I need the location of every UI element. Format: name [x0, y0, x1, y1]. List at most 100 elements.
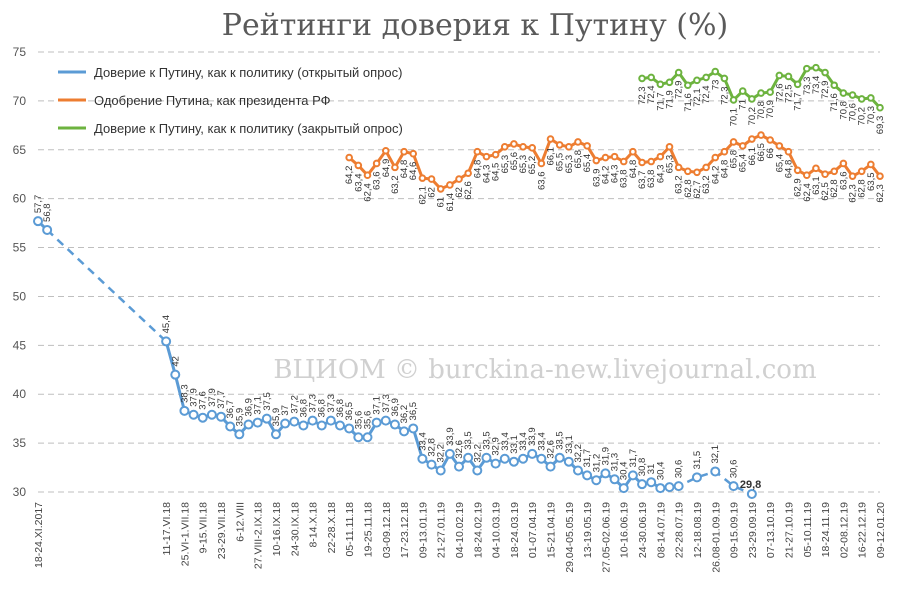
data-label: 64,2 [344, 166, 355, 185]
data-point [490, 458, 501, 469]
data-point [473, 147, 482, 156]
data-label: 62,9 [793, 178, 804, 197]
data-point [710, 466, 721, 477]
data-point [33, 216, 43, 227]
data-label: 72,6 [774, 83, 785, 102]
data-point [693, 76, 701, 85]
data-point [802, 64, 811, 73]
data-point [830, 167, 839, 176]
data-label: 64,8 [472, 160, 483, 179]
data-point [591, 475, 602, 486]
data-label: 42 [170, 356, 181, 367]
data-label: 36,7 [225, 400, 236, 419]
data-point [372, 159, 381, 168]
x-tick-label: 10-16.IX.18 [271, 502, 283, 556]
data-label: 63,5 [866, 172, 877, 191]
data-label: 33,4 [417, 432, 428, 451]
x-tick-label: 18-24.02.19 [472, 502, 484, 558]
data-label: 63,9 [591, 169, 602, 188]
data-label: 32,2 [436, 444, 447, 463]
data-point [684, 167, 692, 176]
data-label: 38,3 [179, 384, 190, 403]
data-label: 32,2 [573, 444, 584, 463]
data-label: 63,6 [536, 171, 547, 190]
data-point [536, 453, 547, 464]
data-point [446, 181, 454, 189]
data-point [821, 68, 829, 77]
series-1: 64,263,462,463,664,963,264,864,662,16261… [344, 131, 886, 211]
data-label: 36,9 [244, 398, 255, 417]
data-label: 32,9 [491, 437, 502, 456]
data-label: 33,4 [518, 432, 529, 451]
data-label: 62,8 [683, 179, 694, 198]
data-label: 69,3 [875, 116, 886, 135]
data-point [583, 142, 591, 150]
data-label: 32,8 [427, 438, 438, 457]
x-tick-label: 19-25.11.18 [362, 502, 374, 557]
data-label: 37,3 [308, 394, 319, 413]
x-tick-label: 01-07.04.19 [527, 502, 539, 558]
data-label: 33,4 [500, 432, 511, 451]
data-point [665, 78, 674, 87]
data-label: 36,8 [335, 399, 346, 418]
y-tick-label: 50 [13, 289, 27, 303]
data-point [655, 483, 666, 494]
data-label: 62,5 [820, 182, 831, 201]
data-label: 35,9 [234, 408, 245, 427]
data-point [876, 172, 884, 180]
data-point [206, 409, 217, 420]
data-label: 32,6 [454, 440, 465, 459]
x-tick-label: 18-24.XI.2017 [33, 502, 45, 568]
data-point [345, 153, 353, 162]
x-tick-label: 08-14.07.19 [655, 502, 667, 558]
data-label: 37,9 [189, 388, 200, 407]
data-point [784, 147, 793, 156]
data-label: 30,8 [637, 458, 648, 477]
data-label: 37,1 [253, 396, 264, 415]
data-point [647, 157, 655, 166]
data-label: 72,4 [701, 85, 712, 104]
data-point [519, 143, 527, 151]
x-tick-label: 6-12.VIII [234, 502, 246, 542]
data-point [728, 481, 739, 492]
x-tick-label: 23-29.VII.18 [216, 502, 228, 559]
data-label: 64,8 [783, 160, 794, 179]
data-point [565, 143, 573, 151]
data-point [674, 163, 683, 172]
data-point [746, 488, 757, 499]
data-point [499, 453, 510, 464]
data-label: 71,6 [829, 93, 840, 112]
data-point [435, 465, 446, 476]
data-label: 62,4 [362, 183, 373, 202]
data-point [545, 461, 556, 472]
legend-item-1: Одобрение Путина, как президента РФ [58, 93, 331, 108]
data-point [848, 91, 857, 99]
data-point [618, 483, 629, 494]
x-tick-label: 27.05-02.06.19 [600, 502, 612, 573]
data-point [839, 89, 848, 97]
y-tick-label: 35 [13, 436, 27, 450]
data-label: 64,3 [481, 165, 492, 184]
data-point [482, 152, 491, 161]
data-point [766, 136, 774, 144]
data-point [42, 224, 53, 235]
data-label: 30,6 [729, 460, 740, 479]
data-label: 65,5 [555, 153, 566, 172]
data-label: 70,8 [756, 101, 767, 120]
data-point [216, 411, 227, 422]
data-label: 63,2 [701, 175, 712, 194]
data-point [528, 144, 537, 152]
data-point [821, 170, 829, 179]
data-label: 37,6 [198, 391, 209, 410]
data-label: 65,6 [509, 152, 520, 171]
data-label: 33,9 [445, 427, 456, 446]
legend-label: Доверие к Путину, как к политику (открыт… [94, 65, 402, 80]
data-label: 36,2 [399, 405, 410, 424]
data-label: 29,8 [740, 479, 761, 491]
data-label: 64,5 [491, 163, 502, 182]
x-tick-label: 02-08.12.19 [838, 502, 850, 558]
data-label: 62,6 [463, 181, 474, 200]
data-label: 65,4 [582, 154, 593, 173]
x-tick-label: 17-23.12.18 [399, 502, 411, 558]
